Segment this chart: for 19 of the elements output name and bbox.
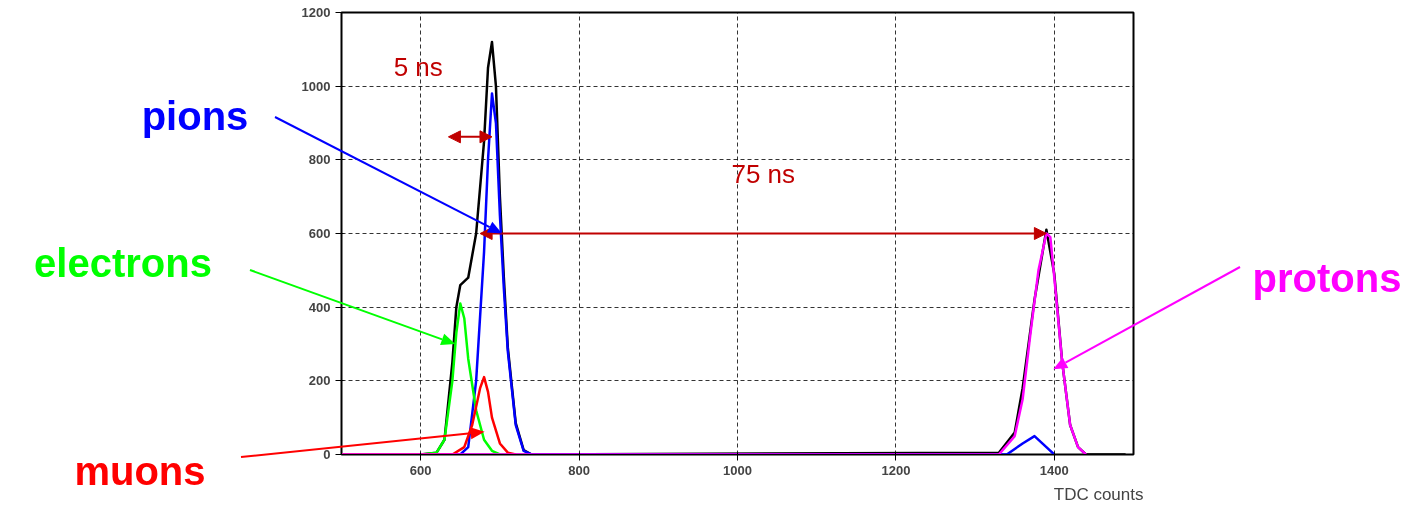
x-tick-label: 800 (568, 462, 590, 478)
text: protons (1252, 256, 1402, 300)
x-tick-label: 1200 (881, 462, 911, 478)
annotation: 75 ns (731, 158, 796, 189)
x-axis-title: TDC counts (1053, 484, 1144, 504)
x-tick-label: 1400 (1039, 462, 1069, 478)
text: electrons (34, 241, 212, 285)
y-tick-label: 400 (308, 299, 331, 315)
y-tick-label: 200 (308, 373, 331, 389)
x-tick-label: 1000 (723, 462, 752, 478)
y-tick-label: 0 (323, 447, 331, 462)
text: muons (74, 449, 206, 493)
y-tick-label: 600 (308, 226, 331, 241)
annotation: 5 ns (393, 51, 443, 82)
y-tick-label: 1000 (301, 78, 331, 94)
y-tick-label: 1200 (301, 5, 331, 20)
y-tick-label: 800 (308, 152, 331, 168)
x-tick-label: 600 (409, 462, 432, 478)
text: pions (141, 94, 249, 138)
